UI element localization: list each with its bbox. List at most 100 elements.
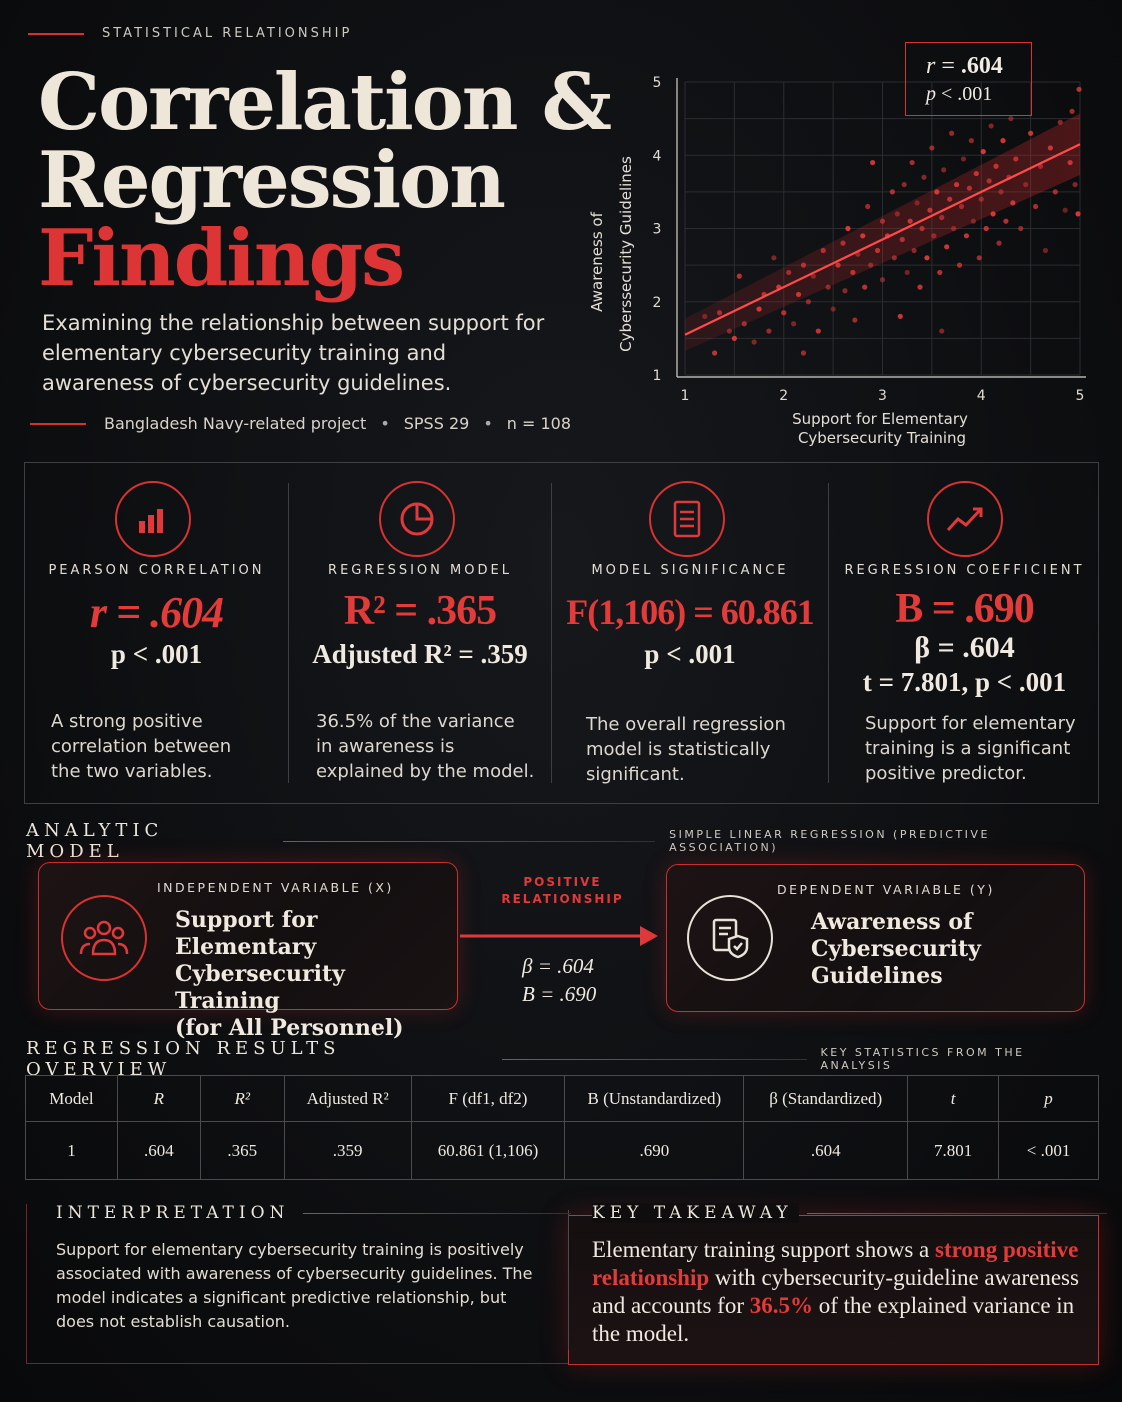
- table-header-cell: p: [998, 1075, 1099, 1122]
- scatter-chart: 1 2 3 4 5 1 2 3 4 5 Support for Elementary Cyber…: [588, 75, 1086, 447]
- section-heading: INTERPRETATION: [56, 1203, 290, 1223]
- section-rule: [501, 1058, 807, 1060]
- y-tick-labels: 1 2 3 4 5: [653, 75, 662, 384]
- data-point: [904, 269, 910, 276]
- table-header-cell: R: [116, 1075, 201, 1122]
- analytic-model-header: ANALYTIC MODEL SIMPLE LINEAR REGRESSION …: [26, 820, 1096, 862]
- takeaway-highlight: 36.5%: [749, 1293, 813, 1318]
- bar-chart-icon: [115, 481, 191, 557]
- section-rule: [806, 1212, 1107, 1214]
- data-point: [845, 225, 851, 232]
- card-description: 36.5% of the variance in awareness is expl…: [316, 711, 535, 782]
- stat-cards-panel: PEARSON CORRELATION r = .604 p < .001 A …: [24, 462, 1099, 804]
- takeaway-text: Elementary training support shows a stro…: [592, 1237, 1079, 1346]
- data-point: [897, 313, 903, 319]
- interpretation-frame: [26, 1204, 568, 1364]
- card-pearson-correlation: PEARSON CORRELATION r = .604 p < .001 A …: [25, 463, 288, 803]
- table-header-row: Model R R² Adjusted R² F (df1, df2) B (U…: [25, 1075, 1099, 1122]
- bottom-divider: [568, 1210, 569, 1350]
- data-point: [973, 170, 979, 177]
- table-cell: .359: [283, 1121, 412, 1180]
- table-header-cell: t: [907, 1075, 1000, 1122]
- table-header-cell: β (Standardized): [743, 1075, 909, 1122]
- data-point: [1042, 247, 1049, 254]
- pie-chart-icon: [379, 481, 455, 557]
- data-point: [850, 269, 856, 276]
- data-point: [1052, 189, 1058, 195]
- card-regression-model: REGRESSION MODEL R² = .365 Adjusted R² =…: [289, 463, 551, 803]
- table-header-cell: Adjusted R²: [283, 1075, 412, 1122]
- data-point: [805, 299, 812, 305]
- data-point: [1062, 207, 1068, 213]
- interpretation-header: INTERPRETATION: [56, 1203, 572, 1223]
- x-tick-label: 2: [779, 388, 788, 404]
- data-point: [907, 218, 913, 224]
- data-point: [951, 225, 957, 232]
- data-point: [879, 277, 886, 283]
- data-point: [840, 240, 846, 246]
- card-sub-value: Adjusted R² = .359: [312, 639, 528, 669]
- data-point: [919, 225, 925, 232]
- table-cell: .604: [116, 1121, 201, 1180]
- table-cell: .365: [199, 1121, 285, 1180]
- data-point: [835, 262, 841, 268]
- interpretation-text: Support for elementary cybersecurity tra…: [56, 1240, 533, 1331]
- page-title: Correlation & Regression Findings: [38, 64, 612, 298]
- data-point: [958, 203, 965, 210]
- card-label: REGRESSION MODEL: [328, 563, 512, 578]
- y-axis-label-line1: Awareness of: [588, 211, 606, 311]
- data-point: [988, 123, 994, 129]
- data-point: [939, 328, 945, 334]
- arrow-right-icon: [460, 926, 658, 946]
- data-point: [947, 196, 953, 202]
- data-point: [766, 328, 772, 334]
- data-point: [1057, 119, 1063, 125]
- card-sub-value: p < .001: [110, 639, 203, 669]
- data-point: [736, 273, 742, 279]
- section-rule: [282, 840, 656, 842]
- card-label: PEARSON CORRELATION: [48, 563, 265, 578]
- data-point: [1069, 108, 1075, 114]
- data-point: [924, 255, 930, 261]
- data-point: [914, 200, 920, 206]
- data-point: [894, 211, 900, 217]
- data-point: [741, 321, 747, 327]
- y-tick-label: 3: [653, 222, 662, 238]
- table-cell: .690: [564, 1121, 745, 1180]
- data-point: [996, 240, 1002, 246]
- data-point: [852, 317, 858, 323]
- chart-stat-r: r = .604: [926, 53, 1003, 79]
- shield-document-icon: [687, 895, 773, 981]
- data-point: [1028, 130, 1034, 136]
- x-tick-label: 3: [878, 388, 887, 404]
- people-icon: [61, 895, 147, 981]
- data-point: [976, 255, 982, 261]
- table-header-cell: F (df1, df2): [410, 1075, 566, 1122]
- data-point: [842, 288, 848, 294]
- data-point: [1067, 159, 1073, 166]
- y-tick-label: 2: [653, 295, 662, 311]
- model-coefficients: β = .604 B = .690: [522, 952, 596, 1008]
- card-sub-value: p < .001: [644, 639, 736, 669]
- model-beta: β = .604: [522, 954, 594, 978]
- data-point: [862, 284, 868, 290]
- card-regression-coefficient: REGRESSION COEFFICIENT B = .690 β = .604…: [829, 463, 1100, 803]
- data-point: [993, 163, 999, 169]
- data-point: [941, 167, 947, 173]
- data-point: [781, 310, 787, 316]
- card-main-value: F(1,106) = 60.861: [566, 592, 814, 632]
- data-point: [901, 181, 907, 188]
- meta-line: Bangladesh Navy-related project • SPSS 2…: [30, 414, 571, 433]
- data-point: [986, 178, 992, 184]
- card-sub-value-2: t = 7.801, p < .001: [862, 667, 1067, 697]
- takeaway-box: [568, 1215, 1099, 1365]
- data-point: [978, 196, 984, 202]
- section-heading: ANALYTIC MODEL: [26, 820, 164, 862]
- data-point: [889, 189, 895, 195]
- table-cell: 1: [25, 1121, 118, 1180]
- data-point: [1032, 203, 1039, 210]
- card-label: MODEL SIGNIFICANCE: [591, 563, 789, 578]
- data-point: [1018, 225, 1024, 232]
- data-point: [891, 255, 897, 261]
- data-point: [931, 233, 937, 239]
